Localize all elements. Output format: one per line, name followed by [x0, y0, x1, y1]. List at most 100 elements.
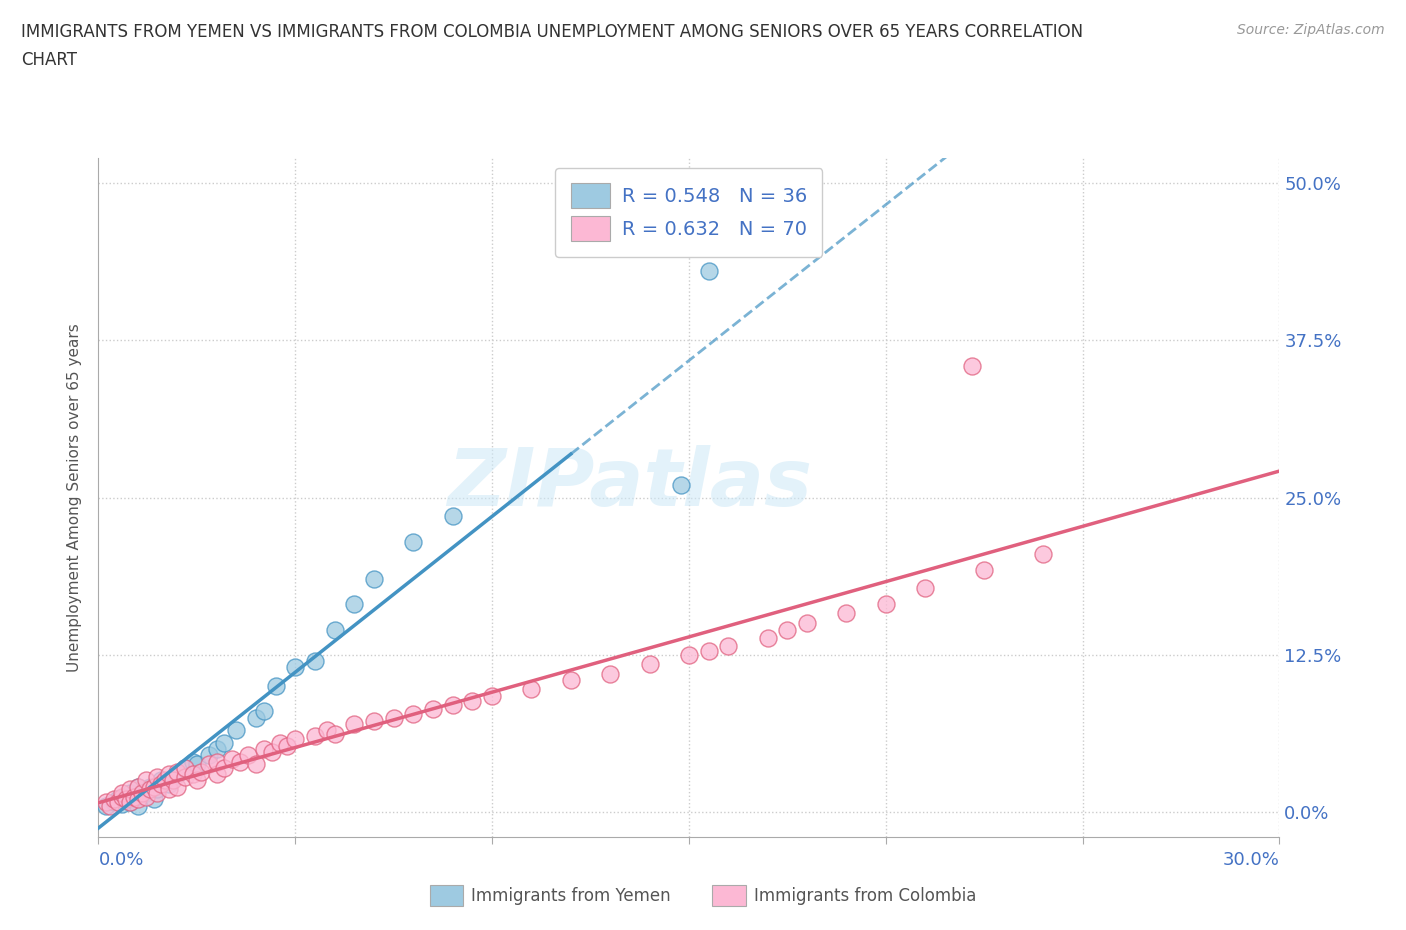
Point: [225, 723, 247, 737]
Point: [138, 779, 160, 794]
Point: [481, 689, 503, 704]
Point: [599, 666, 621, 681]
Point: [166, 766, 188, 781]
Point: [422, 701, 444, 716]
Point: [835, 605, 858, 620]
Point: [214, 761, 236, 776]
Point: [669, 477, 692, 492]
Point: [127, 779, 149, 794]
Point: [560, 672, 582, 687]
Point: [186, 773, 208, 788]
Point: [174, 761, 197, 776]
Point: [127, 798, 149, 813]
Point: [197, 748, 219, 763]
Point: [166, 779, 188, 794]
Point: [127, 791, 149, 806]
Point: [269, 736, 291, 751]
Point: [323, 726, 346, 741]
Legend: R = 0.548   N = 36, R = 0.632   N = 70: R = 0.548 N = 36, R = 0.632 N = 70: [555, 167, 823, 257]
Point: [150, 777, 173, 791]
Point: [157, 766, 180, 781]
Point: [402, 707, 425, 722]
Point: [717, 639, 740, 654]
Point: [343, 597, 366, 612]
Point: [914, 580, 936, 595]
Point: [98, 798, 121, 813]
Point: [697, 644, 720, 658]
Point: [103, 794, 125, 809]
Point: [111, 797, 134, 812]
Point: [135, 773, 157, 788]
Point: [1032, 547, 1054, 562]
Point: [146, 769, 169, 784]
Point: [118, 782, 141, 797]
Point: [284, 660, 307, 675]
Point: [205, 766, 228, 781]
Point: [245, 711, 267, 725]
Point: [264, 679, 287, 694]
Point: [118, 786, 141, 801]
Point: [441, 509, 464, 524]
Point: [520, 681, 543, 696]
Point: [197, 757, 219, 772]
Point: [260, 744, 283, 759]
Point: [363, 572, 385, 587]
Point: [96, 798, 118, 813]
Point: [146, 786, 169, 801]
Point: [103, 791, 125, 806]
Point: [122, 791, 145, 806]
Point: [205, 754, 228, 769]
Point: [441, 698, 464, 712]
Point: [315, 723, 337, 737]
Point: [304, 729, 326, 744]
Point: [229, 754, 252, 769]
Point: [122, 790, 145, 804]
Point: [276, 739, 298, 754]
Text: 30.0%: 30.0%: [1223, 851, 1279, 870]
Point: [304, 654, 326, 669]
Point: [205, 741, 228, 756]
Point: [142, 791, 165, 806]
Point: [756, 631, 779, 645]
Point: [214, 736, 236, 751]
Point: [181, 766, 204, 781]
Point: [174, 761, 197, 776]
Point: [115, 790, 138, 804]
Point: [796, 616, 818, 631]
Point: [118, 794, 141, 809]
Point: [118, 794, 141, 809]
Point: [461, 694, 484, 709]
Point: [157, 782, 180, 797]
Text: 0.0%: 0.0%: [98, 851, 143, 870]
Point: [973, 563, 995, 578]
Point: [323, 622, 346, 637]
Point: [166, 764, 188, 779]
Legend: Immigrants from Yemen, Immigrants from Colombia: Immigrants from Yemen, Immigrants from C…: [423, 879, 983, 912]
Point: [382, 711, 405, 725]
Point: [236, 748, 259, 763]
Point: [146, 782, 169, 797]
Text: IMMIGRANTS FROM YEMEN VS IMMIGRANTS FROM COLOMBIA UNEMPLOYMENT AMONG SENIORS OVE: IMMIGRANTS FROM YEMEN VS IMMIGRANTS FROM…: [21, 23, 1083, 41]
Point: [111, 786, 134, 801]
Point: [186, 757, 208, 772]
Point: [962, 358, 984, 373]
Y-axis label: Unemployment Among Seniors over 65 years: Unemployment Among Seniors over 65 years: [67, 324, 83, 671]
Point: [107, 794, 129, 809]
Point: [142, 779, 165, 794]
Point: [174, 769, 197, 784]
Point: [135, 790, 157, 804]
Point: [150, 773, 173, 788]
Point: [875, 597, 897, 612]
Point: [157, 777, 180, 791]
Point: [162, 773, 184, 788]
Point: [253, 741, 276, 756]
Point: [107, 791, 129, 806]
Point: [776, 622, 799, 637]
Point: [363, 714, 385, 729]
Point: [135, 786, 157, 801]
Point: [245, 757, 267, 772]
Point: [221, 751, 243, 766]
Point: [127, 779, 149, 794]
Point: [638, 656, 661, 671]
Point: [138, 782, 160, 797]
